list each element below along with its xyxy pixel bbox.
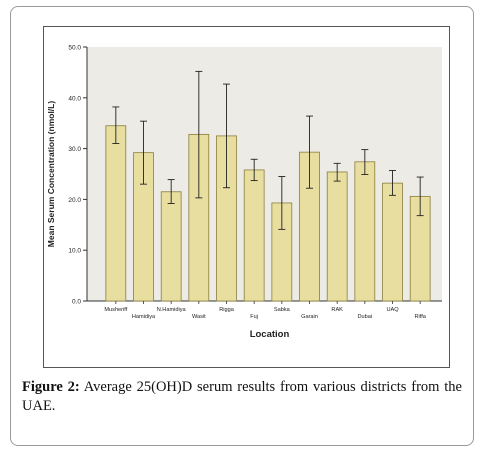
y-tick-label: 50.0 xyxy=(68,45,81,52)
bar xyxy=(326,171,348,302)
y-tick-label: 40.0 xyxy=(68,95,81,102)
x-tick-label: Musheriff xyxy=(104,307,127,313)
x-axis-label: Location xyxy=(250,329,290,340)
caption-label: Figure 2: xyxy=(22,379,80,395)
y-tick-labels: 0.0 10.0 20.0 30.0 40.0 50.0 xyxy=(68,45,87,306)
figure-caption: Figure 2: Average 25(OH)D serum results … xyxy=(22,378,462,416)
x-tick-label: Rigga xyxy=(219,307,235,313)
x-tick-label: Dubai xyxy=(358,314,373,320)
x-tick-label: Fuj xyxy=(250,314,258,320)
y-tick-label: 30.0 xyxy=(68,146,81,153)
y-axis-label: Mean Serum Concentration (nmol/L) xyxy=(46,101,56,248)
x-tick-label: N.Hamidiya xyxy=(157,307,187,313)
bar xyxy=(160,191,182,302)
bar xyxy=(243,169,265,302)
x-tick-label: Wasit xyxy=(192,314,206,320)
x-tick-label: RAK xyxy=(331,307,343,313)
y-tick-label: 0.0 xyxy=(72,299,81,306)
y-tick-label: 10.0 xyxy=(68,248,81,255)
x-tick-label: UAQ xyxy=(386,307,399,313)
x-tick-label: Sabka xyxy=(274,307,291,313)
caption-text: Average 25(OH)D serum results from vario… xyxy=(22,379,462,414)
bar xyxy=(105,125,127,302)
bars xyxy=(105,125,431,302)
x-tick-label: Garain xyxy=(301,314,318,320)
y-tick-label: 20.0 xyxy=(68,197,81,204)
bar xyxy=(354,161,376,302)
x-tick-label: Riffa xyxy=(414,314,426,320)
x-tick-label: Hamidiya xyxy=(132,314,156,320)
error-bars xyxy=(112,70,424,230)
bar xyxy=(382,182,403,302)
